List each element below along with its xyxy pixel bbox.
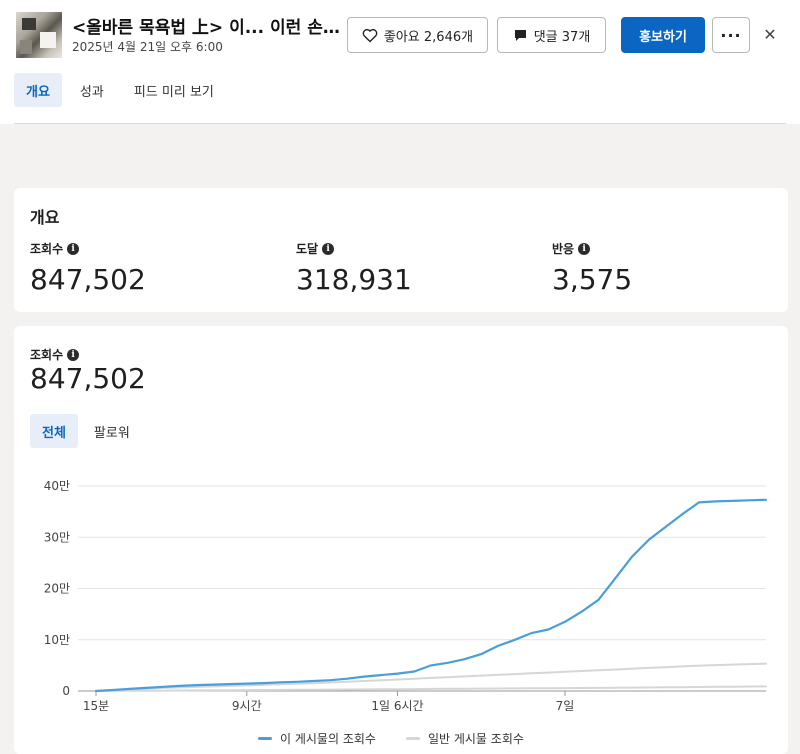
x-tick-label: 15분 (83, 699, 109, 713)
overview-card: 개요 조회수 i 847,502 도달 i 318,931 반응 i 3,575 (14, 188, 788, 312)
views-chart-label: 조회수 (30, 348, 64, 362)
comment-icon (514, 29, 526, 41)
info-icon[interactable]: i (67, 242, 80, 255)
x-tick-label: 9시간 (232, 699, 262, 713)
tab-performance[interactable]: 성과 (79, 84, 104, 100)
info-icon[interactable]: i (322, 242, 335, 255)
overview-title: 개요 (30, 208, 60, 227)
views-chart-card: 조회수 i 847,502 전체 팔로워 0 10만 20만 30만 40만 15분 9시간… (14, 326, 788, 754)
tab-overview[interactable]: 개요 (14, 73, 62, 107)
like-count-label: 좋아요 2,646개 (383, 29, 474, 45)
legend-item-this-post[interactable]: 이 게시물의 조회수 (258, 730, 376, 747)
y-tick-label: 20만 (44, 582, 70, 596)
metric-views-value: 847,502 (30, 263, 146, 296)
post-header: <올바른 목욕법 上> 이... 이런 손... 2025년 4월 21일 오후… (0, 0, 800, 124)
audience-segment-control: 전체 팔로워 (30, 414, 142, 448)
more-options-button[interactable]: ··· (712, 17, 750, 53)
tab-bar: 개요 성과 피드 미리 보기 (14, 73, 226, 107)
legend-label: 이 게시물의 조회수 (280, 732, 376, 746)
y-tick-label: 0 (62, 684, 70, 698)
legend-item-typical-posts[interactable]: 일반 게시물 조회수 (405, 730, 524, 747)
series-line-baseline (95, 685, 767, 692)
heart-icon (362, 28, 378, 42)
segment-all[interactable]: 전체 (30, 414, 78, 448)
y-tick-label: 10만 (44, 633, 70, 647)
legend-swatch (258, 737, 272, 740)
comment-button[interactable]: 댓글 37개 (497, 17, 606, 53)
metric-reach: 도달 i 318,931 (296, 240, 412, 296)
series-line-typical-posts (95, 662, 767, 692)
post-thumbnail[interactable] (16, 12, 62, 58)
x-tick-label: 7일 (556, 699, 575, 713)
promote-button[interactable]: 홍보하기 (621, 17, 705, 53)
legend-swatch (405, 737, 420, 740)
series-line-this-post (94, 498, 768, 693)
metric-reactions-label: 반응 (552, 242, 575, 256)
info-icon[interactable]: i (578, 242, 591, 255)
metric-views: 조회수 i 847,502 (30, 240, 146, 296)
metric-reactions: 반응 i 3,575 (552, 240, 632, 296)
segment-followers[interactable]: 팔로워 (93, 425, 130, 441)
metric-reactions-value: 3,575 (552, 263, 633, 296)
views-chart-value: 847,502 (30, 362, 146, 395)
header-divider (14, 123, 786, 124)
post-date: 2025년 4월 21일 오후 6:00 (72, 40, 223, 54)
metric-reach-label: 도달 (296, 242, 319, 256)
post-title: <올바른 목욕법 上> 이... 이런 손... (72, 18, 342, 38)
metric-reach-value: 318,931 (296, 263, 412, 296)
views-line-chart: 0 10만 20만 30만 40만 15분 9시간 1일 6시간 7일 (44, 479, 768, 713)
comment-count-label: 댓글 37개 (533, 29, 591, 45)
tab-feed-preview[interactable]: 피드 미리 보기 (133, 84, 214, 100)
close-icon[interactable]: ✕ (763, 25, 777, 44)
x-tick-label: 1일 6시간 (371, 699, 423, 713)
like-button[interactable]: 좋아요 2,646개 (347, 17, 488, 53)
info-icon[interactable]: i (67, 348, 80, 361)
y-tick-label: 30만 (44, 530, 70, 544)
legend-label: 일반 게시물 조회수 (427, 732, 524, 746)
y-tick-label: 40만 (44, 479, 70, 493)
metric-views-label: 조회수 (30, 242, 64, 256)
chart-legend: 이 게시물의 조회수 일반 게시물 조회수 (258, 730, 524, 747)
